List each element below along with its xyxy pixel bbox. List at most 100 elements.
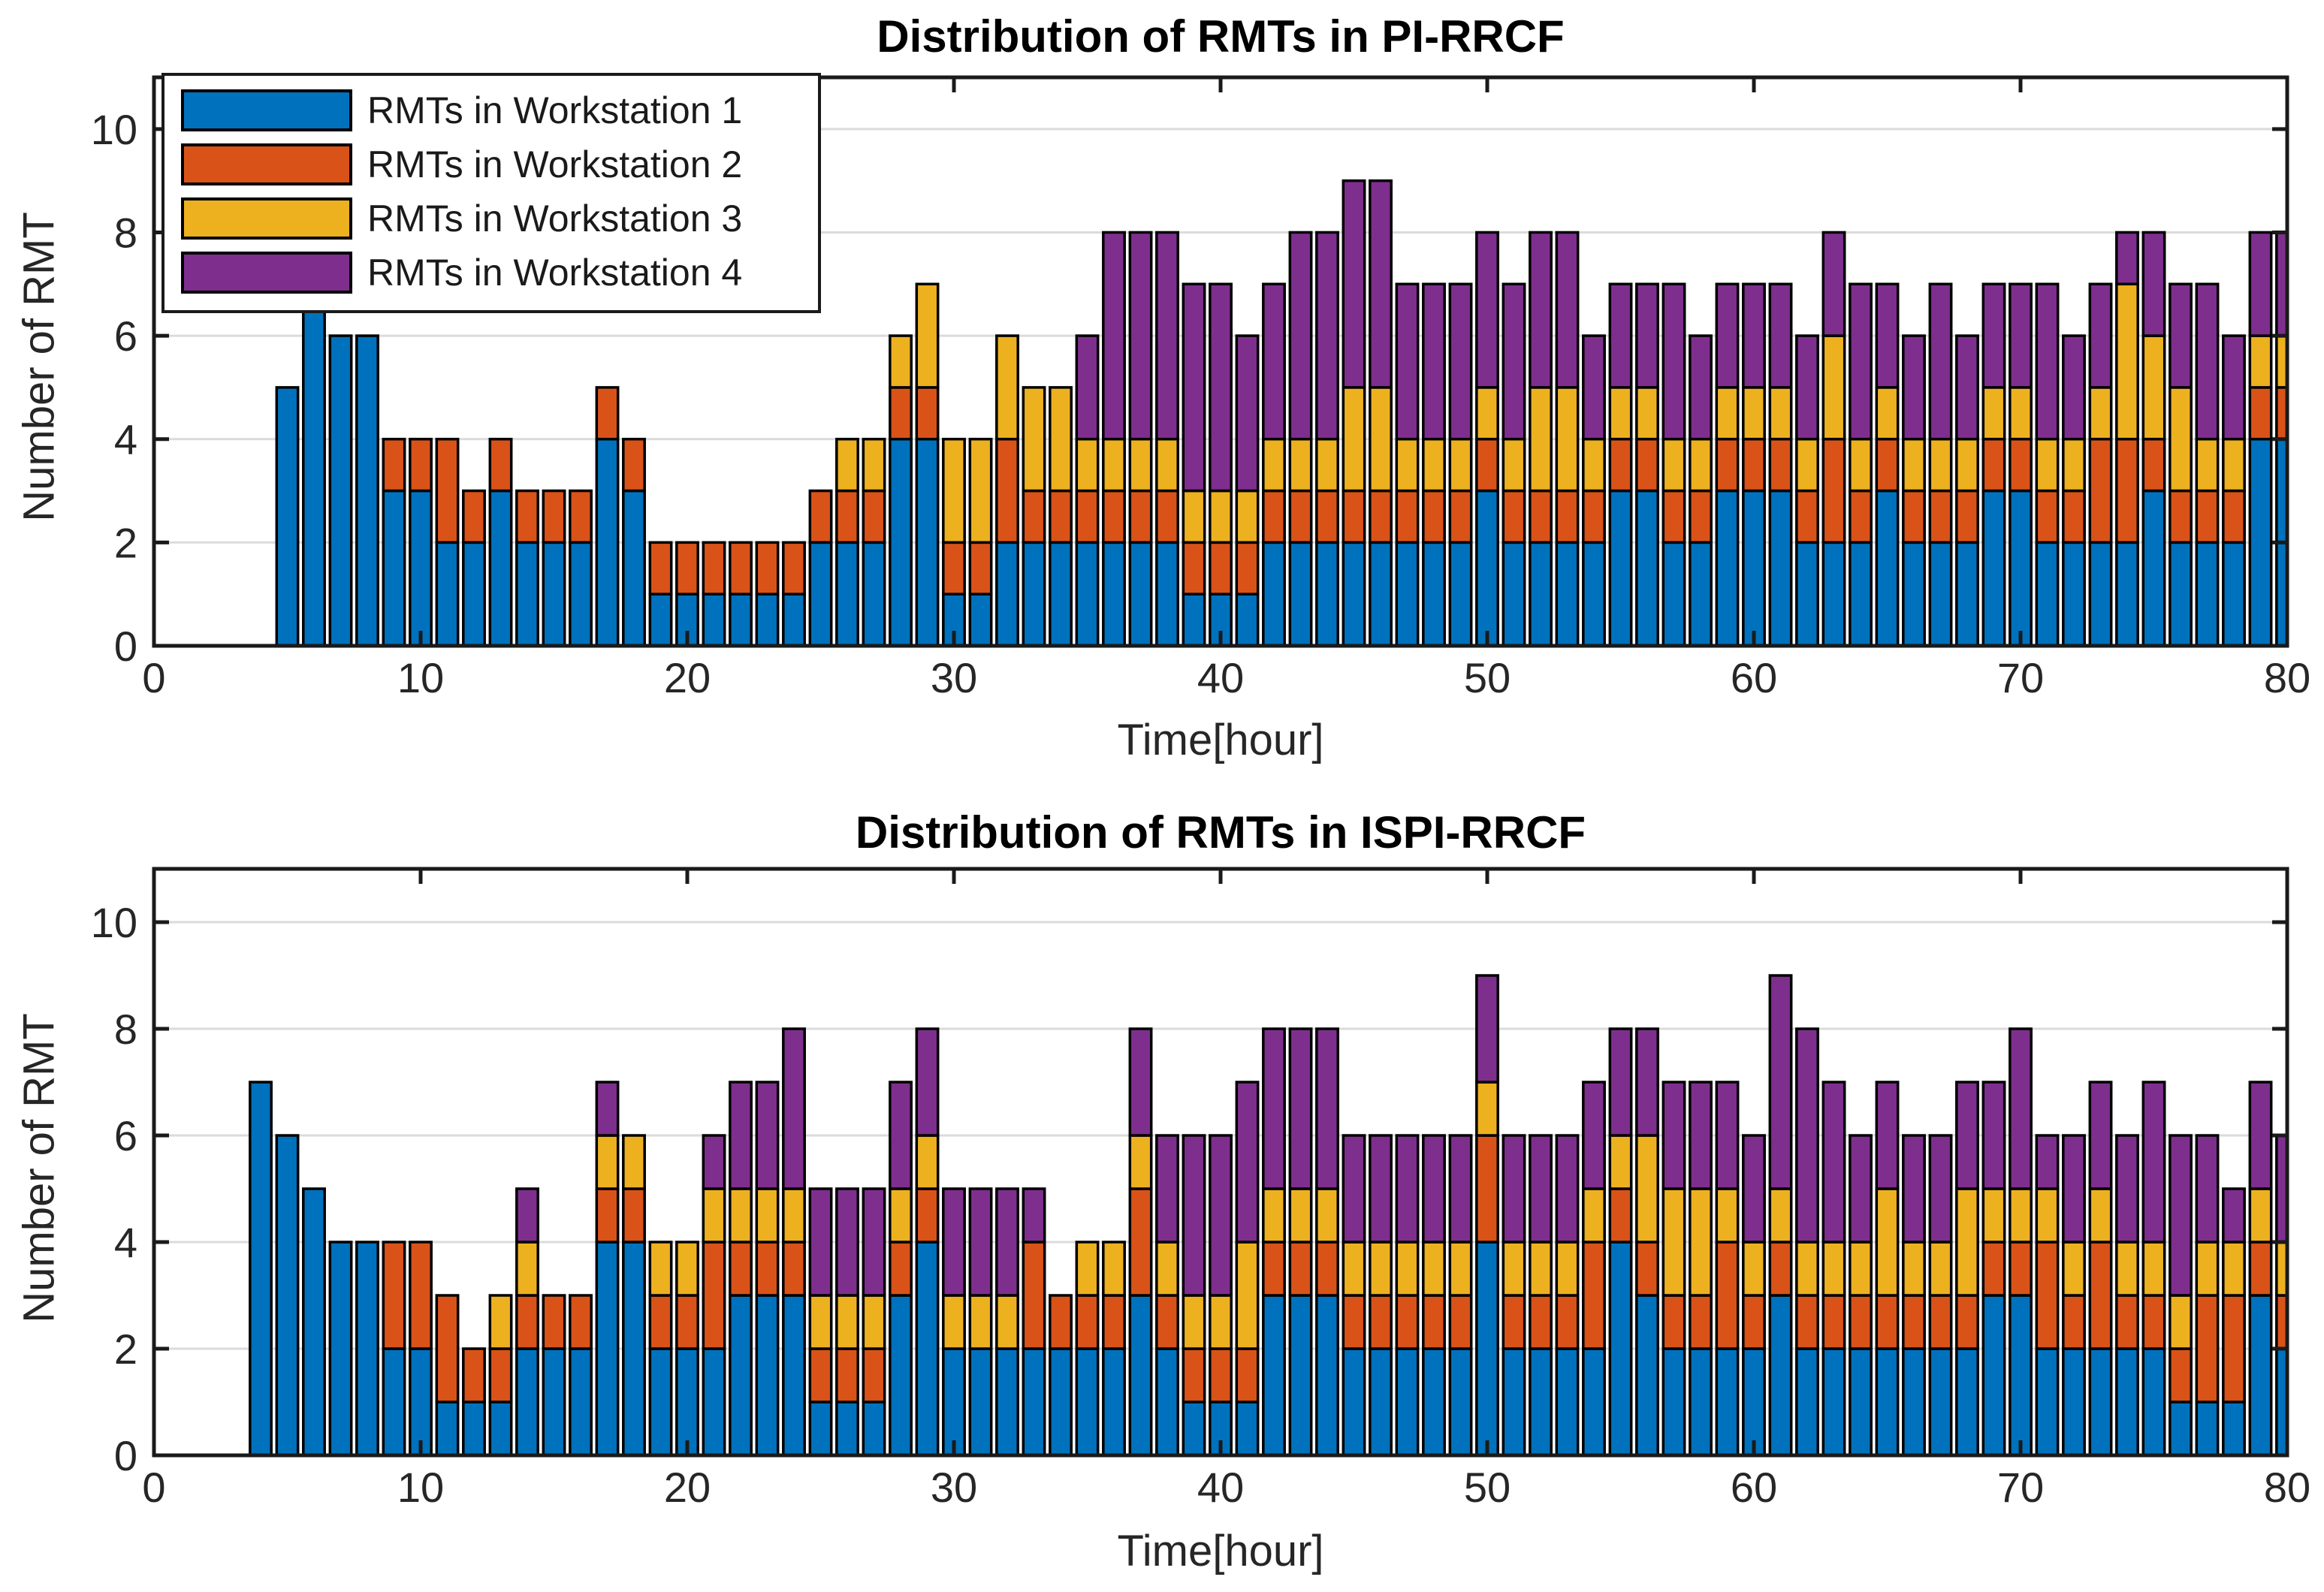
bar-segment — [2141, 437, 2166, 493]
legend-label: RMTs in Workstation 1 — [367, 89, 743, 131]
bar-segment — [1795, 541, 1819, 646]
bar-segment — [1662, 1081, 1686, 1190]
bar-segment — [382, 1347, 406, 1455]
bar-segment — [2195, 1134, 2220, 1244]
bar-segment — [1102, 1347, 1126, 1455]
bar-segment — [2248, 334, 2273, 389]
bar-segment — [2195, 282, 2220, 441]
bar-segment — [2141, 1347, 2166, 1455]
bar-segment — [1662, 437, 1686, 493]
bar-segment — [782, 592, 806, 646]
bar-segment — [2222, 489, 2246, 544]
bar-segment — [1102, 1294, 1126, 1350]
bar-segment — [595, 1081, 620, 1137]
y-tick-label: 8 — [114, 209, 137, 256]
chart2-title: Distribution of RMTs in ISPI-RRCF — [855, 807, 1586, 858]
bar-segment — [1875, 386, 1900, 441]
bar-segment — [755, 1294, 780, 1455]
bar-segment — [1369, 541, 1393, 646]
bar-segment — [488, 1347, 513, 1404]
bar-segment — [1182, 282, 1206, 493]
bar-segment — [1902, 541, 1926, 646]
bar-segment — [1288, 1187, 1313, 1244]
bar-segment — [915, 386, 940, 441]
bar-segment — [1235, 541, 1260, 595]
bar-segment — [1849, 1347, 1873, 1455]
bar-segment — [702, 1134, 726, 1190]
bar-segment — [1955, 489, 1979, 544]
x-tick-label: 20 — [664, 1464, 711, 1511]
bar-segment — [808, 1187, 833, 1297]
bars-layer — [249, 974, 2287, 1455]
bar-segment — [1768, 974, 1793, 1190]
bar-segment — [1582, 437, 1606, 493]
bar-segment — [1342, 179, 1366, 389]
bar-segment — [1981, 282, 2006, 389]
bar-segment — [835, 541, 859, 646]
bar-segment — [1955, 1081, 1979, 1190]
bar-segment — [729, 1294, 753, 1455]
bar-segment — [1369, 1347, 1393, 1455]
bar-segment — [2248, 1241, 2273, 1297]
bar-segment — [1315, 1241, 1339, 1297]
bar-segment — [1529, 231, 1553, 389]
bar-segment — [862, 1401, 886, 1455]
bar-segment — [1555, 1134, 1580, 1244]
bar-segment — [1768, 1241, 1793, 1297]
bar-segment — [1635, 386, 1659, 441]
bar-segment — [1422, 1241, 1446, 1297]
bar-segment — [1955, 1347, 1979, 1455]
bar-segment — [1529, 1241, 1553, 1297]
bar-segment — [1928, 489, 1953, 544]
bar-segment — [2222, 541, 2246, 646]
bar-segment — [755, 1241, 780, 1297]
bar-segment — [1981, 1294, 2006, 1455]
bar-segment — [1128, 1027, 1153, 1137]
bar-segment — [1635, 489, 1659, 646]
bar-segment — [1608, 282, 1633, 389]
bar-segment — [462, 1347, 486, 1404]
bar-segment — [595, 437, 620, 646]
bar-segment — [2088, 1241, 2113, 1350]
bar-segment — [1875, 1081, 1900, 1190]
bar-segment — [2248, 1187, 2273, 1244]
bar-segment — [1928, 1134, 1953, 1244]
bar-segment — [2035, 282, 2060, 441]
bar-segment — [2169, 489, 2193, 544]
bar-segment — [968, 437, 993, 544]
bar-segment — [515, 1241, 539, 1297]
legend-swatch-blue-icon — [181, 89, 352, 131]
bar-segment — [1182, 1401, 1206, 1455]
bar-segment — [1182, 541, 1206, 595]
legend-item-workstation-3: RMTs in Workstation 3 — [164, 191, 818, 246]
bar-segment — [1209, 282, 1233, 493]
bar-segment — [1182, 489, 1206, 544]
bar-segment — [1635, 1294, 1659, 1455]
bar-segment — [1502, 282, 1526, 441]
bar-segment — [1262, 1294, 1286, 1455]
legend-label: RMTs in Workstation 4 — [367, 252, 743, 294]
bar-segment — [2009, 282, 2033, 389]
bar-segment — [808, 541, 833, 646]
bar-segment — [1075, 1294, 1100, 1350]
bar-segment — [1902, 1241, 1926, 1297]
bar-segment — [1502, 1347, 1526, 1455]
bar-segment — [862, 437, 886, 493]
bar-segment — [1102, 489, 1126, 544]
bar-segment — [648, 541, 673, 595]
bar-segment — [1582, 1081, 1606, 1190]
bar-segment — [702, 1187, 726, 1244]
x-tick-label: 30 — [931, 654, 977, 701]
bar-segment — [862, 541, 886, 646]
bar-segment — [1742, 437, 1766, 493]
bar-segment — [1875, 1347, 1900, 1455]
bar-segment — [648, 592, 673, 646]
bar-segment — [2222, 334, 2246, 441]
bar-segment — [1342, 1134, 1366, 1244]
bar-segment — [328, 1241, 353, 1455]
bar-segment — [1529, 1347, 1553, 1455]
bar-segment — [2035, 1187, 2060, 1244]
bar-segment — [1209, 1294, 1233, 1350]
bar-segment — [1768, 489, 1793, 646]
